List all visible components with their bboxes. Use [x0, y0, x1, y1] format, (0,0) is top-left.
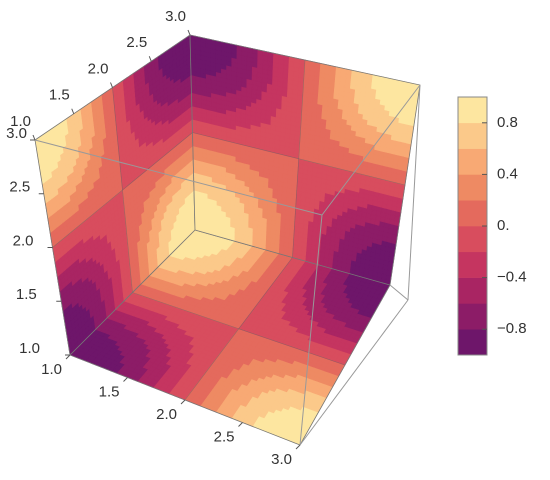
floor-face: [69, 229, 391, 446]
surfaces: [34, 34, 421, 446]
